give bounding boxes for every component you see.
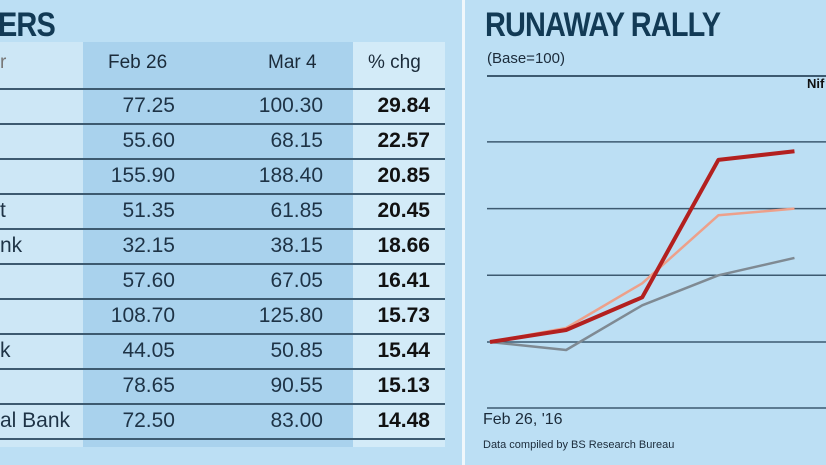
pct-change: 29.84 [377,94,430,117]
table-row: t 51.35 61.85 20.45 [0,195,445,230]
mar4-price: 68.15 [270,129,323,152]
pct-change: 14.48 [377,409,430,432]
feb26-price: 155.90 [110,164,175,187]
header-feb26: Feb 26 [108,52,168,73]
stock-name: al Bank [0,409,71,432]
table-row: 108.70 125.80 15.73 [0,300,445,335]
table-row: 55.60 68.15 22.57 [0,125,445,160]
feb26-price: 108.70 [110,304,175,327]
feb26-price: 72.50 [122,409,175,432]
pct-change: 22.57 [377,129,430,152]
header-chg: % chg [368,52,421,73]
series-line-0 [489,149,795,344]
mar4-price: 83.00 [270,409,323,432]
legend-label: Nif [807,76,825,91]
table-row: k 44.05 50.85 15.44 [0,335,445,370]
stock-name: t [0,199,6,222]
pct-change: 20.85 [377,164,430,187]
mar4-price: 188.40 [258,164,323,187]
panel-divider [462,0,465,465]
column-shade [0,42,83,447]
header-rule [0,88,445,90]
stock-name: k [0,339,11,362]
pct-change: 15.13 [377,374,430,397]
feb26-price: 44.05 [122,339,175,362]
header-mar4: Mar 4 [268,52,317,73]
mar4-price: 125.80 [258,304,323,327]
mar4-price: 61.85 [270,199,323,222]
header-name: r [0,52,7,73]
mar4-price: 67.05 [270,269,323,292]
pct-change: 18.66 [377,234,430,257]
chart-subtitle: (Base=100) [487,50,565,67]
table-row: 78.65 90.55 15.13 [0,370,445,405]
table-row: nk 32.15 38.15 18.66 [0,230,445,265]
mar4-price: 38.15 [270,234,323,257]
mar4-price: 50.85 [270,339,323,362]
table-row: 77.25 100.30 29.84 [0,90,445,125]
pct-change: 15.44 [377,339,430,362]
feb26-price: 78.65 [122,374,175,397]
column-shade [83,42,353,447]
table-row: 155.90 188.40 20.85 [0,160,445,195]
pct-change: 15.73 [377,304,430,327]
stock-name: nk [0,234,23,257]
feb26-price: 57.60 [122,269,175,292]
table-row: 57.60 67.05 16.41 [0,265,445,300]
mar4-price: 90.55 [270,374,323,397]
table-row: al Bank 72.50 83.00 14.48 [0,405,445,440]
feb26-price: 77.25 [122,94,175,117]
column-shade [353,42,445,447]
pct-change: 16.41 [377,269,430,292]
feb26-price: 55.60 [122,129,175,152]
feb26-price: 32.15 [122,234,175,257]
table-title: ERS [0,6,56,44]
feb26-price: 51.35 [122,199,175,222]
pct-change: 20.45 [377,199,430,222]
series-line-2 [489,256,795,352]
mar4-price: 100.30 [258,94,323,117]
x-axis-start-label: Feb 26, '16 [483,411,563,428]
source-note: Data compiled by BS Research Bureau [483,439,675,451]
chart-title: RUNAWAY RALLY [485,6,721,44]
